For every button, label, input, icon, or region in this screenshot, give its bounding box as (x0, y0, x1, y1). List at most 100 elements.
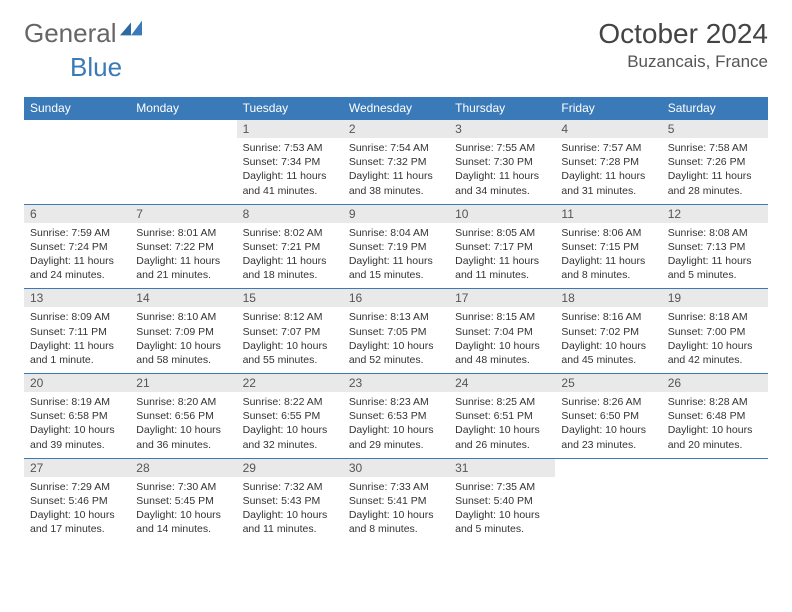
day-info-line: Sunset: 7:07 PM (243, 325, 337, 339)
calendar-cell: 13Sunrise: 8:09 AMSunset: 7:11 PMDayligh… (24, 288, 130, 373)
day-info-line: Sunrise: 7:57 AM (561, 141, 655, 155)
day-number: 24 (449, 373, 555, 392)
calendar-cell: 28Sunrise: 7:30 AMSunset: 5:45 PMDayligh… (130, 458, 236, 543)
day-info-line: Sunrise: 7:30 AM (136, 480, 230, 494)
calendar-cell: 14Sunrise: 8:10 AMSunset: 7:09 PMDayligh… (130, 288, 236, 373)
day-number: 29 (237, 458, 343, 477)
calendar-week-row: 13Sunrise: 8:09 AMSunset: 7:11 PMDayligh… (24, 288, 768, 373)
day-body: Sunrise: 8:28 AMSunset: 6:48 PMDaylight:… (662, 392, 768, 458)
calendar-week-row: 20Sunrise: 8:19 AMSunset: 6:58 PMDayligh… (24, 373, 768, 458)
day-body: Sunrise: 8:01 AMSunset: 7:22 PMDaylight:… (130, 223, 236, 289)
day-info-line: Sunset: 7:04 PM (455, 325, 549, 339)
day-info-line: Sunrise: 7:32 AM (243, 480, 337, 494)
calendar-cell: 11Sunrise: 8:06 AMSunset: 7:15 PMDayligh… (555, 204, 661, 289)
calendar-cell: 29Sunrise: 7:32 AMSunset: 5:43 PMDayligh… (237, 458, 343, 543)
logo-text-1: General (24, 18, 117, 49)
weekday-tue: Tuesday (237, 97, 343, 119)
day-body: Sunrise: 8:16 AMSunset: 7:02 PMDaylight:… (555, 307, 661, 373)
day-number: 18 (555, 288, 661, 307)
calendar-cell: 26Sunrise: 8:28 AMSunset: 6:48 PMDayligh… (662, 373, 768, 458)
day-info-line: Daylight: 10 hours and 45 minutes. (561, 339, 655, 367)
day-number: 5 (662, 119, 768, 138)
day-body: Sunrise: 7:29 AMSunset: 5:46 PMDaylight:… (24, 477, 130, 543)
day-body: Sunrise: 8:10 AMSunset: 7:09 PMDaylight:… (130, 307, 236, 373)
day-info-line: Sunset: 5:40 PM (455, 494, 549, 508)
day-info-line: Sunset: 6:58 PM (30, 409, 124, 423)
day-number: 14 (130, 288, 236, 307)
logo-text-2: Blue (70, 52, 122, 82)
day-body: Sunrise: 8:04 AMSunset: 7:19 PMDaylight:… (343, 223, 449, 289)
day-info-line: Sunrise: 8:20 AM (136, 395, 230, 409)
day-body: Sunrise: 7:30 AMSunset: 5:45 PMDaylight:… (130, 477, 236, 543)
calendar-cell: 21Sunrise: 8:20 AMSunset: 6:56 PMDayligh… (130, 373, 236, 458)
weekday-sat: Saturday (662, 97, 768, 119)
day-info-line: Sunset: 7:00 PM (668, 325, 762, 339)
calendar-cell: 9Sunrise: 8:04 AMSunset: 7:19 PMDaylight… (343, 204, 449, 289)
day-info-line: Daylight: 11 hours and 18 minutes. (243, 254, 337, 282)
day-info-line: Sunrise: 8:13 AM (349, 310, 443, 324)
day-info-line: Sunrise: 7:33 AM (349, 480, 443, 494)
day-number: 15 (237, 288, 343, 307)
day-body: Sunrise: 8:20 AMSunset: 6:56 PMDaylight:… (130, 392, 236, 458)
day-number: 21 (130, 373, 236, 392)
day-info-line: Daylight: 11 hours and 31 minutes. (561, 169, 655, 197)
day-info-line: Sunset: 7:19 PM (349, 240, 443, 254)
calendar-cell (662, 458, 768, 543)
day-info-line: Daylight: 10 hours and 39 minutes. (30, 423, 124, 451)
day-info-line: Daylight: 10 hours and 58 minutes. (136, 339, 230, 367)
day-number: 22 (237, 373, 343, 392)
calendar-cell: 23Sunrise: 8:23 AMSunset: 6:53 PMDayligh… (343, 373, 449, 458)
day-info-line: Daylight: 10 hours and 26 minutes. (455, 423, 549, 451)
location-label: Buzancais, France (598, 52, 768, 72)
day-number: 12 (662, 204, 768, 223)
calendar-body: 1Sunrise: 7:53 AMSunset: 7:34 PMDaylight… (24, 119, 768, 542)
day-number: 2 (343, 119, 449, 138)
day-number: 11 (555, 204, 661, 223)
calendar-cell: 1Sunrise: 7:53 AMSunset: 7:34 PMDaylight… (237, 119, 343, 204)
day-info-line: Daylight: 11 hours and 24 minutes. (30, 254, 124, 282)
day-info-line: Daylight: 11 hours and 21 minutes. (136, 254, 230, 282)
day-info-line: Daylight: 11 hours and 11 minutes. (455, 254, 549, 282)
calendar-cell: 3Sunrise: 7:55 AMSunset: 7:30 PMDaylight… (449, 119, 555, 204)
day-number: 17 (449, 288, 555, 307)
day-info-line: Sunrise: 8:09 AM (30, 310, 124, 324)
day-info-line: Sunset: 7:09 PM (136, 325, 230, 339)
calendar-week-row: 27Sunrise: 7:29 AMSunset: 5:46 PMDayligh… (24, 458, 768, 543)
day-info-line: Sunrise: 8:05 AM (455, 226, 549, 240)
day-info-line: Sunset: 7:26 PM (668, 155, 762, 169)
day-info-line: Sunrise: 8:18 AM (668, 310, 762, 324)
day-info-line: Sunset: 5:41 PM (349, 494, 443, 508)
calendar-cell: 18Sunrise: 8:16 AMSunset: 7:02 PMDayligh… (555, 288, 661, 373)
day-info-line: Daylight: 10 hours and 5 minutes. (455, 508, 549, 536)
calendar-cell: 22Sunrise: 8:22 AMSunset: 6:55 PMDayligh… (237, 373, 343, 458)
calendar-cell: 5Sunrise: 7:58 AMSunset: 7:26 PMDaylight… (662, 119, 768, 204)
day-number: 16 (343, 288, 449, 307)
title-block: October 2024 Buzancais, France (598, 18, 768, 72)
calendar-cell (130, 119, 236, 204)
day-info-line: Sunset: 6:50 PM (561, 409, 655, 423)
day-info-line: Daylight: 11 hours and 1 minute. (30, 339, 124, 367)
day-body: Sunrise: 8:13 AMSunset: 7:05 PMDaylight:… (343, 307, 449, 373)
day-info-line: Sunrise: 8:15 AM (455, 310, 549, 324)
day-info-line: Sunrise: 8:08 AM (668, 226, 762, 240)
weekday-fri: Friday (555, 97, 661, 119)
calendar-cell: 25Sunrise: 8:26 AMSunset: 6:50 PMDayligh… (555, 373, 661, 458)
calendar-cell (555, 458, 661, 543)
day-info-line: Sunset: 7:22 PM (136, 240, 230, 254)
day-number: 28 (130, 458, 236, 477)
weekday-sun: Sunday (24, 97, 130, 119)
day-info-line: Sunrise: 8:19 AM (30, 395, 124, 409)
calendar-cell: 31Sunrise: 7:35 AMSunset: 5:40 PMDayligh… (449, 458, 555, 543)
day-info-line: Daylight: 11 hours and 28 minutes. (668, 169, 762, 197)
day-info-line: Sunset: 7:34 PM (243, 155, 337, 169)
calendar-week-row: 1Sunrise: 7:53 AMSunset: 7:34 PMDaylight… (24, 119, 768, 204)
logo: General (24, 18, 142, 49)
day-number: 31 (449, 458, 555, 477)
day-info-line: Daylight: 11 hours and 34 minutes. (455, 169, 549, 197)
day-info-line: Daylight: 10 hours and 42 minutes. (668, 339, 762, 367)
calendar-cell: 19Sunrise: 8:18 AMSunset: 7:00 PMDayligh… (662, 288, 768, 373)
day-number: 25 (555, 373, 661, 392)
day-number: 4 (555, 119, 661, 138)
weekday-header-row: Sunday Monday Tuesday Wednesday Thursday… (24, 97, 768, 119)
day-info-line: Sunrise: 8:28 AM (668, 395, 762, 409)
